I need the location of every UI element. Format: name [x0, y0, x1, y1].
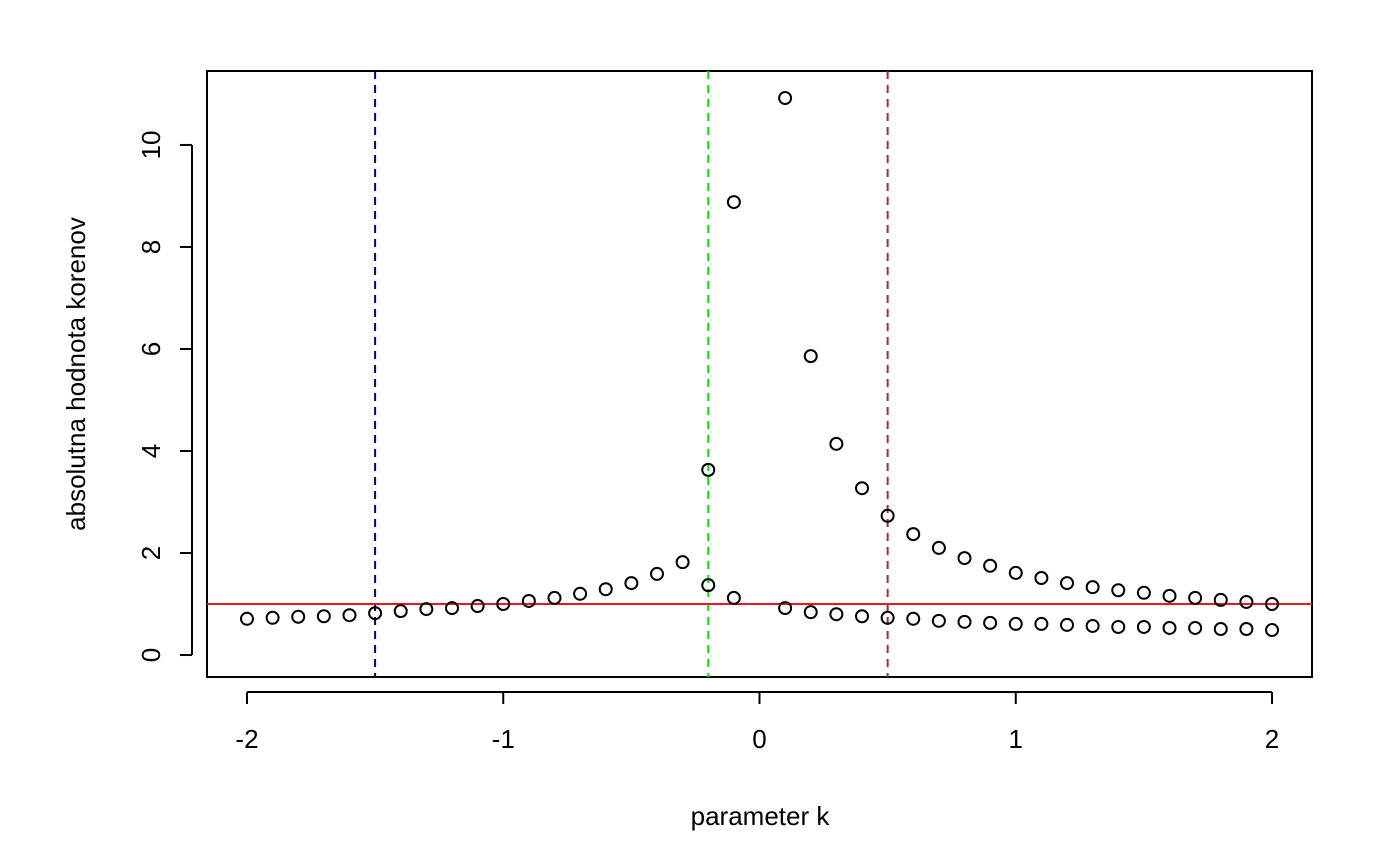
data-point	[368, 606, 383, 621]
y-tick-label: 10	[136, 130, 166, 159]
data-point	[726, 590, 741, 605]
data-point	[1034, 570, 1049, 585]
data-point	[342, 608, 357, 623]
x-axis-label: parameter k	[691, 801, 831, 831]
y-tick-label: 2	[136, 546, 166, 560]
data-point	[1239, 594, 1254, 609]
y-axis-label: absolutna hodnota korenov	[61, 217, 91, 531]
data-point	[829, 607, 844, 622]
data-point	[393, 604, 408, 619]
data-point	[701, 462, 716, 477]
data-point	[1265, 623, 1280, 638]
data-point	[1008, 616, 1023, 631]
data-point	[1162, 588, 1177, 603]
data-point	[675, 555, 690, 570]
plot-frame	[206, 70, 1313, 678]
data-point	[521, 593, 536, 608]
data-point	[880, 610, 895, 625]
data-point	[316, 609, 331, 624]
data-point	[701, 578, 716, 593]
data-point	[778, 601, 793, 616]
data-point	[573, 586, 588, 601]
data-point	[1136, 585, 1151, 600]
data-point	[726, 195, 741, 210]
data-point	[291, 609, 306, 624]
data-point	[265, 610, 280, 625]
data-point	[470, 599, 485, 614]
x-tick-label: 0	[752, 724, 766, 754]
y-tick-label: 8	[136, 240, 166, 254]
data-point	[547, 590, 562, 605]
data-point	[931, 540, 946, 555]
data-point	[649, 566, 664, 581]
data-point	[239, 611, 254, 626]
data-point	[419, 602, 434, 617]
data-point	[444, 601, 459, 616]
data-point	[906, 527, 921, 542]
data-point	[1213, 592, 1228, 607]
data-point	[957, 614, 972, 629]
data-point	[778, 91, 793, 106]
data-point	[1188, 620, 1203, 635]
data-point	[855, 609, 870, 624]
data-point	[829, 436, 844, 451]
data-point	[1188, 590, 1203, 605]
data-point	[803, 349, 818, 364]
data-point	[983, 558, 998, 573]
x-tick-label: -1	[492, 724, 515, 754]
data-point	[1265, 597, 1280, 612]
data-point	[1213, 622, 1228, 637]
data-point	[983, 615, 998, 630]
y-tick-label: 6	[136, 342, 166, 356]
data-point	[1162, 620, 1177, 635]
x-tick-label: -2	[235, 724, 258, 754]
data-point	[1111, 619, 1126, 634]
data-point	[1136, 619, 1151, 634]
data-point	[1060, 617, 1075, 632]
y-tick-label: 4	[136, 444, 166, 458]
data-point	[1085, 618, 1100, 633]
y-tick-label: 0	[136, 648, 166, 662]
data-point	[906, 611, 921, 626]
data-point	[1085, 580, 1100, 595]
data-point	[1034, 616, 1049, 631]
data-point	[855, 481, 870, 496]
data-point	[624, 576, 639, 591]
data-point	[931, 613, 946, 628]
data-point	[957, 551, 972, 566]
data-point	[1111, 583, 1126, 598]
data-point	[496, 597, 511, 612]
data-point	[803, 605, 818, 620]
x-tick-label: 2	[1265, 724, 1279, 754]
data-point	[1060, 576, 1075, 591]
data-point	[1008, 565, 1023, 580]
data-point	[880, 508, 895, 523]
x-tick-label: 1	[1009, 724, 1023, 754]
data-point	[1239, 622, 1254, 637]
data-point	[598, 582, 613, 597]
